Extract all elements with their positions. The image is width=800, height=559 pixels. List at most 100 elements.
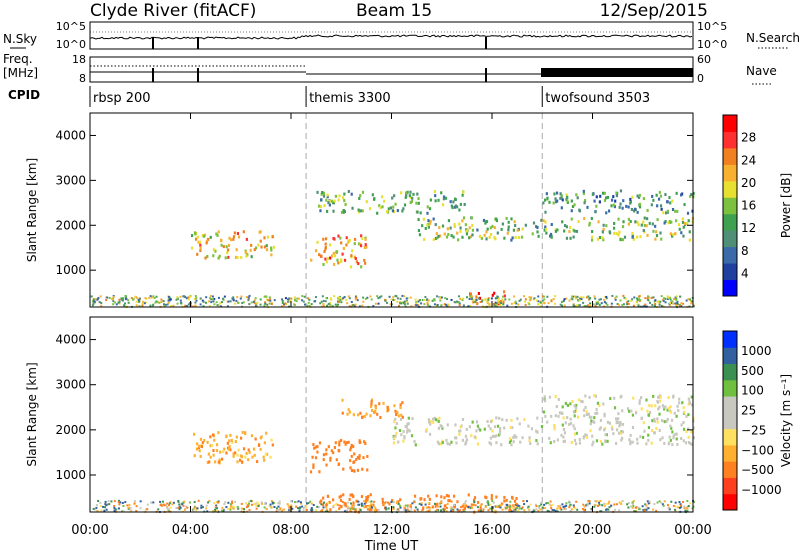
echo-cell	[441, 426, 444, 430]
echo-cell	[343, 440, 346, 444]
echo-cell	[309, 500, 312, 503]
echo-cell	[655, 230, 658, 234]
echo-cell	[248, 500, 251, 503]
echo-cell	[387, 207, 390, 211]
echo-cell	[370, 508, 373, 511]
echo-cell	[259, 298, 262, 301]
echo-cell	[205, 504, 208, 507]
echo-cell	[536, 416, 539, 420]
echo-cell	[465, 427, 468, 431]
echo-cell	[688, 401, 691, 405]
echo-cell	[91, 304, 94, 307]
echo-cell	[637, 223, 640, 227]
echo-cell	[516, 507, 519, 510]
echo-cell	[517, 509, 520, 512]
echo-cell	[214, 509, 217, 512]
echo-cell	[635, 301, 638, 304]
echo-cell	[643, 224, 646, 228]
echo-cell	[582, 296, 585, 299]
echo-cell	[589, 304, 592, 307]
echo-cell	[638, 193, 641, 197]
echo-cell	[369, 493, 372, 497]
echo-cell	[129, 506, 132, 509]
echo-cell	[563, 298, 566, 301]
echo-cell	[384, 501, 387, 504]
echo-cell	[395, 431, 398, 435]
echo-cell	[377, 508, 380, 511]
echo-cell	[583, 509, 586, 512]
echo-cell	[602, 223, 605, 227]
echo-cell	[435, 295, 438, 298]
echo-cell	[228, 236, 231, 240]
echo-cell	[368, 207, 372, 211]
echo-cell	[500, 443, 503, 447]
freq-label-line1: Freq.	[3, 52, 33, 66]
echo-cell	[250, 434, 254, 438]
echo-cell	[179, 295, 182, 298]
echo-cell	[231, 500, 234, 503]
echo-cell	[492, 501, 495, 504]
echo-cell	[234, 451, 237, 455]
echo-cell	[575, 431, 578, 435]
echo-cell	[554, 394, 557, 398]
echo-cell	[616, 303, 619, 306]
echo-cell	[462, 503, 465, 506]
echo-cell	[240, 507, 243, 510]
y-axis-label: Slant Range [km]	[25, 158, 39, 262]
echo-cell	[605, 302, 608, 305]
echo-cell	[354, 298, 357, 301]
echo-cell	[263, 245, 267, 249]
colorbar-tick: 100	[741, 384, 764, 398]
echo-cell	[402, 505, 405, 508]
echo-cell	[487, 502, 490, 505]
echo-cell	[555, 405, 558, 409]
echo-cell	[409, 201, 412, 205]
echo-cell	[452, 508, 455, 511]
echo-cell	[650, 404, 653, 408]
echo-cell	[646, 233, 649, 237]
echo-cell	[236, 505, 239, 508]
echo-cell	[409, 195, 412, 199]
echo-cell	[437, 198, 440, 202]
echo-cell	[261, 502, 264, 505]
echo-cell	[141, 304, 144, 307]
echo-cell	[680, 423, 683, 427]
echo-cell	[348, 305, 351, 308]
echo-cell	[269, 455, 272, 459]
echo-cell	[621, 238, 625, 242]
echo-cell	[115, 508, 118, 511]
echo-cell	[127, 507, 130, 510]
echo-cell	[296, 501, 299, 504]
echo-cell	[668, 301, 671, 304]
echo-cell	[265, 431, 268, 435]
echo-cell	[253, 248, 256, 252]
echo-cell	[675, 191, 678, 195]
echo-cell	[224, 501, 227, 504]
echo-cells	[92, 393, 696, 514]
echo-cell	[368, 505, 371, 508]
echo-cell	[563, 507, 566, 510]
echo-cell	[572, 235, 575, 239]
echo-cell	[598, 235, 602, 239]
echo-cell	[278, 500, 281, 503]
echo-cell	[465, 438, 469, 442]
echo-cell	[284, 297, 287, 300]
echo-cell	[437, 442, 441, 446]
echo-cell	[270, 246, 273, 250]
echo-cell	[406, 508, 409, 512]
echo-cell	[495, 302, 498, 305]
echo-cell	[242, 301, 245, 304]
echo-cell	[117, 499, 120, 502]
echo-cell	[330, 298, 333, 301]
echo-cell	[618, 424, 621, 428]
echo-cell	[668, 196, 671, 200]
echo-cell	[485, 237, 488, 241]
echo-cell	[193, 501, 196, 504]
echo-cell	[561, 304, 564, 307]
echo-cell	[628, 438, 631, 442]
echo-cell	[469, 295, 472, 298]
echo-cell	[680, 437, 683, 441]
echo-cell	[342, 210, 345, 214]
echo-cell	[491, 293, 494, 297]
echo-cell	[541, 299, 544, 302]
